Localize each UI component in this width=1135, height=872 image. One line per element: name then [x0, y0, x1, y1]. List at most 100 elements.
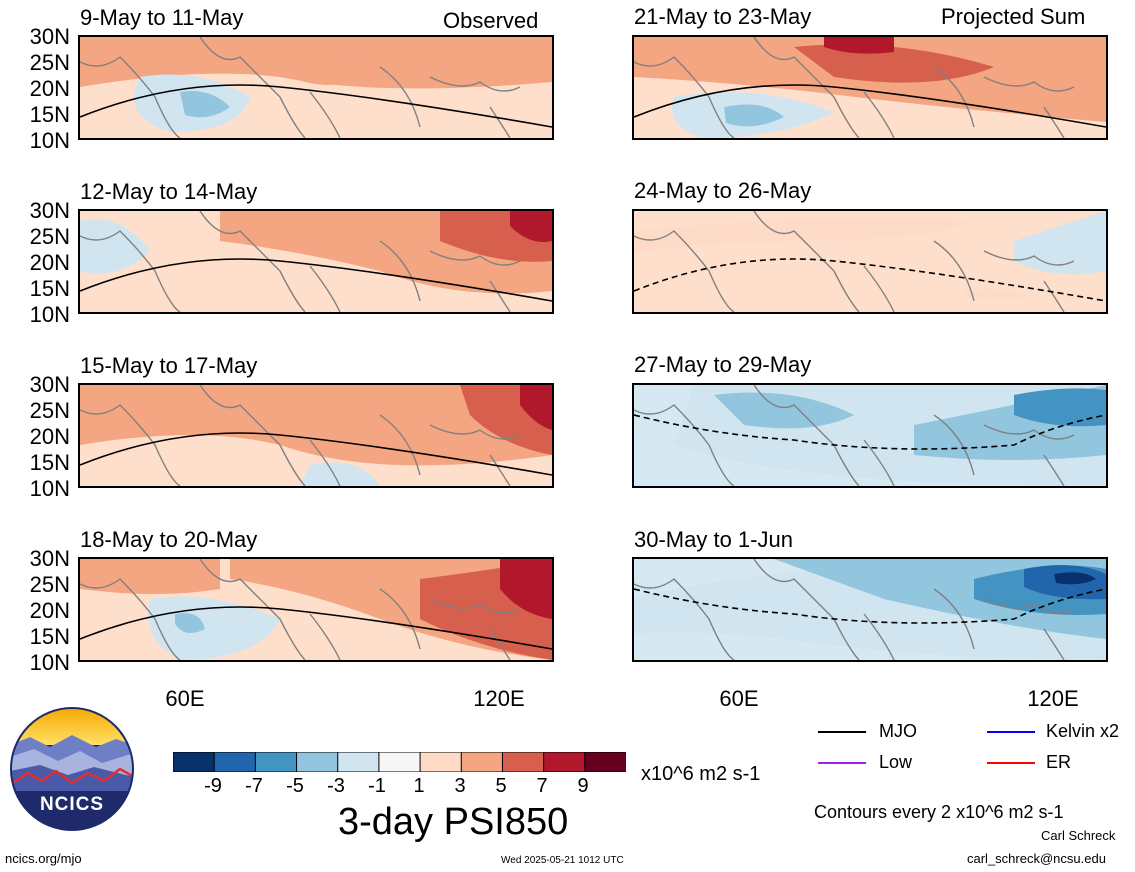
- lat-label: 20N: [29, 598, 70, 623]
- colorbar-swatch: [296, 751, 339, 773]
- lat-label: 15N: [29, 276, 70, 301]
- field-region: [520, 385, 552, 430]
- colorbar-tick: 3: [454, 775, 466, 797]
- map-panel-6: [632, 209, 1108, 314]
- colorbar-swatches: [172, 751, 628, 773]
- lat-label: 15N: [29, 624, 70, 649]
- colorbar-tick: -1: [368, 775, 386, 797]
- colorbar-tick: 1: [413, 775, 425, 797]
- lat-label: 10N: [29, 476, 70, 501]
- panel-title-7: 27-May to 29-May: [634, 352, 812, 377]
- field-region: [80, 559, 220, 594]
- field-region: [80, 385, 552, 466]
- map-canvas: [80, 211, 552, 312]
- legend-swatch-er: [987, 762, 1035, 764]
- map-canvas: [80, 559, 552, 660]
- mjo-contour: [80, 432, 552, 476]
- lon-label: 120E: [473, 686, 525, 711]
- map-panel-1: [78, 35, 554, 140]
- lat-label: 25N: [29, 50, 70, 75]
- contour-note: Contours every 2 x10^6 m2 s-1: [814, 802, 1064, 822]
- field-region: [280, 44, 380, 85]
- colorbar-tick: 7: [536, 775, 548, 797]
- lat-label: 15N: [29, 450, 70, 475]
- legend-swatch-kelvin: [987, 731, 1035, 733]
- colorbar-unit: x10^6 m2 s-1: [641, 763, 761, 785]
- field-region: [1054, 572, 1096, 585]
- field-region: [824, 37, 894, 54]
- mjo-contour: [80, 606, 552, 650]
- coastline: [634, 559, 1075, 660]
- map-panel-7: [632, 383, 1108, 488]
- field-region: [510, 211, 552, 242]
- colorbar-tick: 5: [495, 775, 507, 797]
- footer-author: Carl Schreck: [1041, 828, 1116, 843]
- footer-timestamp: Wed 2025-05-21 1012 UTC: [501, 855, 624, 866]
- legend-label-low: Low: [879, 752, 913, 772]
- colorbar-swatch: [460, 751, 504, 773]
- logo-text: NCICS: [40, 794, 104, 815]
- colorbar-swatch: [501, 751, 545, 773]
- field-region: [80, 219, 150, 274]
- mjo-contour: [80, 258, 552, 302]
- colorbar: [172, 751, 628, 773]
- lat-label: 10N: [29, 302, 70, 327]
- lat-label: 25N: [29, 572, 70, 597]
- panel-title-1: 9-May to 11-May: [80, 5, 244, 30]
- field-region: [724, 104, 784, 127]
- map-panel-2: [78, 209, 554, 314]
- panel-title-5: 21-May to 23-May: [634, 4, 812, 29]
- legend-label-kelvin: Kelvin x2: [1046, 721, 1120, 741]
- lat-label: 30N: [29, 546, 70, 571]
- colorbar-swatch: [213, 751, 257, 773]
- lat-label: 15N: [29, 102, 70, 127]
- footer-site: ncics.org/mjo: [5, 851, 82, 866]
- panel-title-8: 30-May to 1-Jun: [634, 527, 793, 552]
- map-canvas: [634, 559, 1106, 660]
- coastline: [634, 211, 1075, 312]
- map-canvas: [634, 385, 1106, 486]
- lat-label: 20N: [29, 76, 70, 101]
- field-region: [148, 596, 280, 660]
- lat-label: 30N: [29, 198, 70, 223]
- coastline: [80, 37, 521, 138]
- field-region: [500, 559, 552, 619]
- field-region: [794, 44, 994, 83]
- field-region: [714, 392, 854, 429]
- colorbar-swatch: [419, 751, 463, 773]
- mjo-contour: [80, 84, 552, 128]
- map-canvas: [634, 211, 1106, 312]
- lat-label: 20N: [29, 424, 70, 449]
- map-canvas: [80, 37, 552, 138]
- projected-sum-label: Projected Sum: [941, 4, 1086, 29]
- lat-label: 10N: [29, 128, 70, 153]
- lon-label: 60E: [165, 686, 205, 711]
- map-panel-4: [78, 557, 554, 662]
- lat-label: 25N: [29, 224, 70, 249]
- lon-label: 120E: [1027, 686, 1079, 711]
- colorbar-swatch: [337, 751, 380, 773]
- footer-email: carl_schreck@ncsu.edu: [967, 851, 1106, 866]
- colorbar-swatch: [254, 751, 298, 773]
- field-region: [300, 462, 380, 486]
- panel-title-2: 12-May to 14-May: [80, 179, 258, 204]
- lat-label: 10N: [29, 650, 70, 675]
- legend-swatch-low: [818, 762, 866, 764]
- map-panel-8: [632, 557, 1108, 662]
- map-canvas: [634, 37, 1106, 138]
- map-panel-5: [632, 35, 1108, 140]
- colorbar-swatch: [584, 751, 628, 773]
- lon-label: 60E: [719, 686, 759, 711]
- colorbar-swatch: [378, 751, 422, 773]
- panel-title-4: 18-May to 20-May: [80, 527, 258, 552]
- legend-label-er: ER: [1046, 752, 1072, 772]
- ncics-logo: NCICS: [10, 707, 134, 831]
- coastline: [80, 559, 521, 660]
- colorbar-tick: -3: [327, 775, 345, 797]
- colorbar-tick: -7: [245, 775, 263, 797]
- panel-title-6: 24-May to 26-May: [634, 178, 812, 203]
- field-region: [180, 91, 230, 118]
- lat-label: 30N: [29, 372, 70, 397]
- panel-title-3: 15-May to 17-May: [80, 353, 258, 378]
- observed-label: Observed: [443, 8, 539, 33]
